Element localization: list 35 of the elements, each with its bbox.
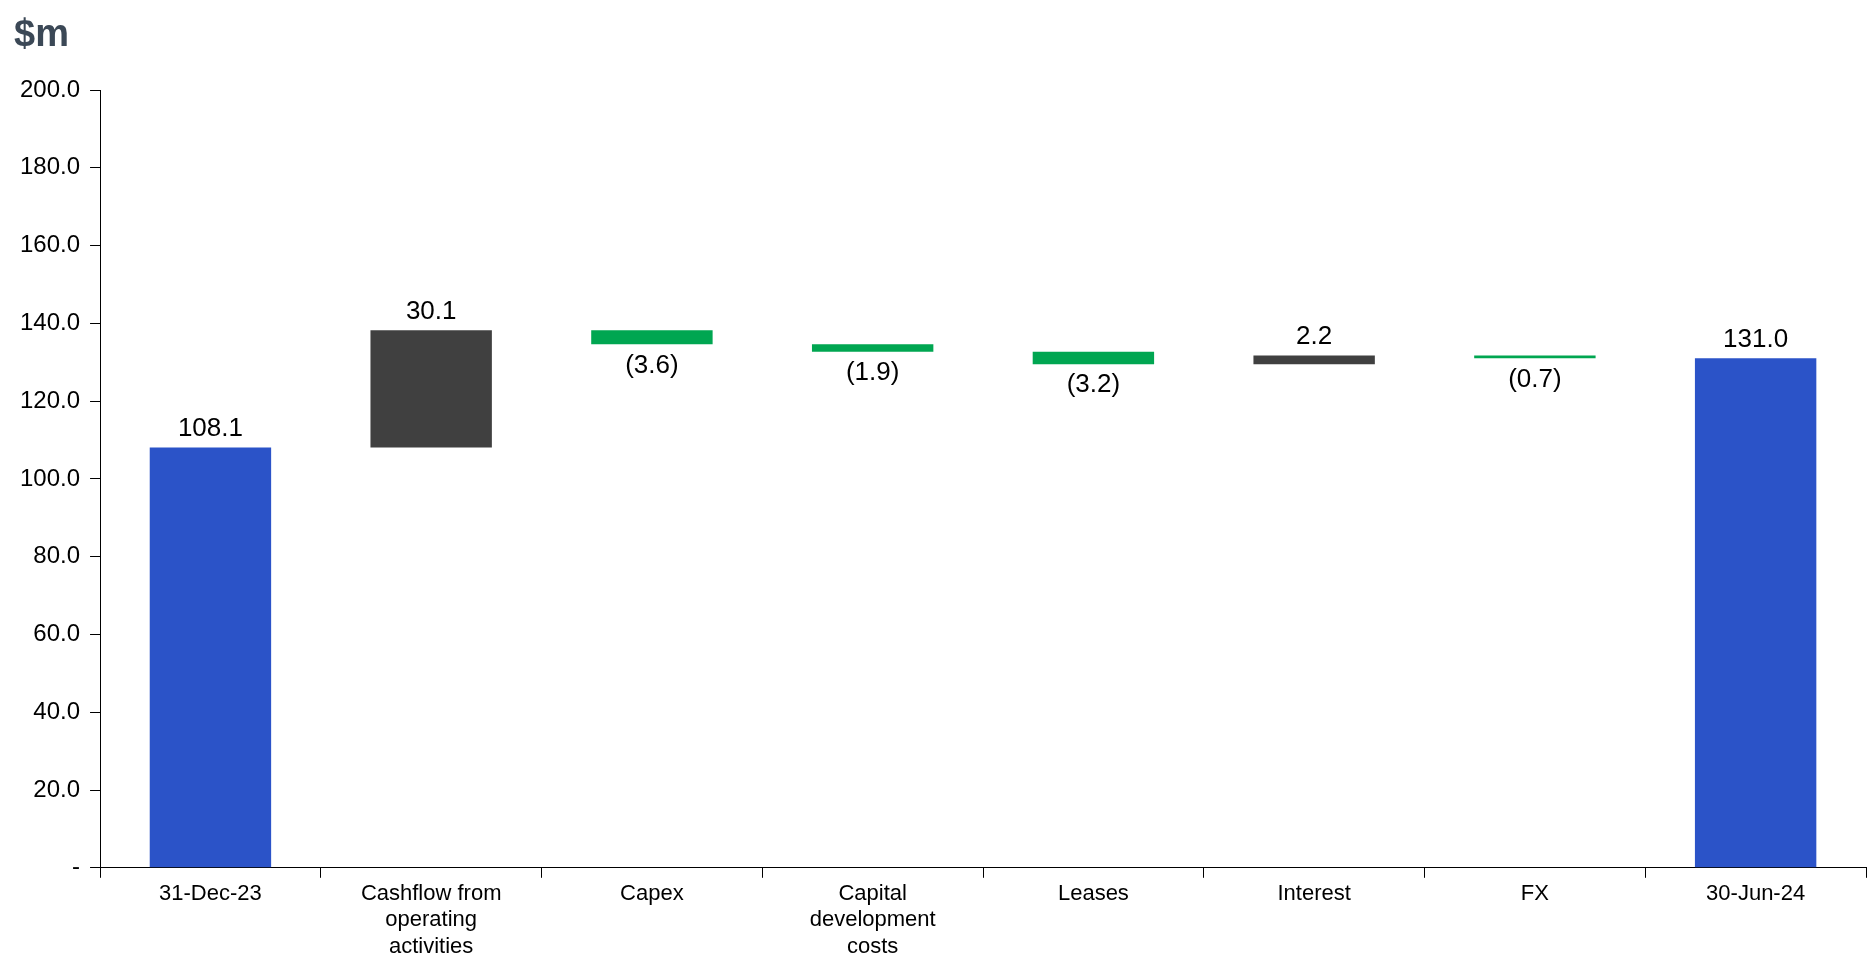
bar — [370, 330, 492, 448]
y-tick-label: 140.0 — [20, 307, 81, 335]
x-tick-label: Leases — [1057, 880, 1129, 906]
y-tick-label: 120.0 — [20, 385, 81, 413]
bar — [149, 447, 272, 868]
bar — [1032, 351, 1155, 365]
bar — [1694, 358, 1817, 868]
bar — [1253, 355, 1375, 365]
x-tick-label: Capex — [620, 880, 684, 906]
y-tick-label: 180.0 — [20, 152, 81, 180]
y-tick-label: 80.0 — [33, 541, 81, 569]
y-tick-label: - — [72, 852, 81, 880]
data-label: (3.6) — [625, 348, 679, 379]
x-tick-label: 30-Jun-24 — [1706, 880, 1806, 906]
y-tick-label: 160.0 — [20, 230, 81, 258]
data-label: 108.1 — [177, 411, 243, 442]
x-tick-label: Interest — [1277, 880, 1351, 906]
x-tick-label: 31-Dec-23 — [159, 880, 262, 906]
x-tick-label: FX — [1520, 880, 1550, 906]
data-label: (0.7) — [1508, 362, 1562, 393]
data-label: 131.0 — [1723, 322, 1789, 353]
bar — [811, 344, 934, 352]
y-tick-label: 100.0 — [20, 463, 81, 491]
x-tick-label: Capital development costs — [809, 880, 936, 958]
y-tick-label: 20.0 — [33, 774, 81, 802]
data-label: (3.2) — [1066, 368, 1121, 399]
bar — [591, 330, 713, 345]
x-tick-label: Cashflow from operating activities — [360, 880, 502, 958]
y-tick-label: 60.0 — [33, 619, 81, 647]
y-tick-label: 40.0 — [33, 696, 81, 724]
y-axis-title: $m — [14, 12, 69, 55]
data-label: 2.2 — [1296, 319, 1333, 350]
y-tick-label: 200.0 — [20, 74, 81, 102]
data-label: 30.1 — [405, 294, 457, 325]
data-label: (1.9) — [845, 355, 900, 386]
